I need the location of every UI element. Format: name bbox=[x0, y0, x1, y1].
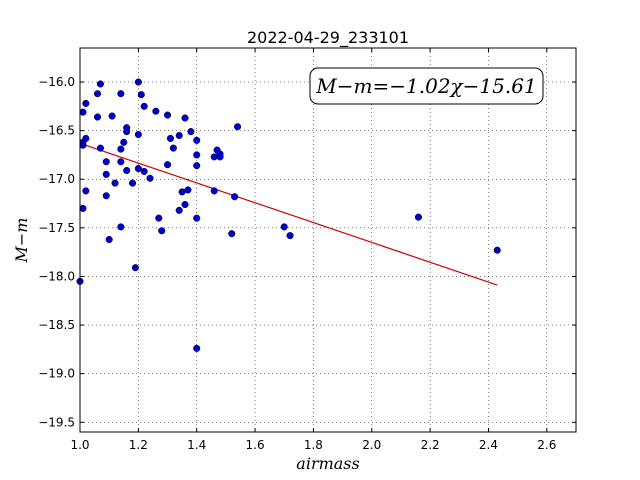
data-point bbox=[234, 123, 242, 131]
data-point bbox=[93, 90, 102, 98]
data-point bbox=[79, 108, 87, 116]
plot-frame bbox=[79, 47, 577, 433]
data-point bbox=[152, 107, 160, 115]
data-point bbox=[137, 91, 145, 99]
y-tick-label: −18.5 bbox=[38, 318, 75, 332]
data-point bbox=[82, 99, 90, 107]
y-tick-label: −16.5 bbox=[38, 124, 75, 138]
axis-ticks bbox=[79, 48, 576, 432]
chart-title: 2022-04-29_233101 bbox=[247, 28, 409, 48]
data-point bbox=[117, 145, 125, 153]
data-point bbox=[117, 90, 125, 98]
data-point bbox=[193, 214, 201, 222]
data-point bbox=[231, 193, 239, 201]
x-tick-label: 2.6 bbox=[537, 438, 556, 452]
data-point bbox=[187, 128, 195, 136]
y-tick-label: −16.0 bbox=[38, 75, 75, 89]
data-point bbox=[140, 167, 148, 176]
data-point bbox=[79, 141, 87, 149]
y-axis-label: M−m bbox=[12, 218, 31, 264]
data-point bbox=[158, 227, 166, 235]
data-point bbox=[228, 230, 236, 238]
data-point bbox=[175, 206, 183, 214]
x-tick-label: 2.2 bbox=[421, 438, 440, 452]
data-point bbox=[146, 174, 154, 182]
data-point bbox=[163, 111, 172, 119]
data-point bbox=[96, 144, 104, 152]
data-point bbox=[181, 114, 189, 122]
data-point bbox=[155, 214, 163, 222]
x-tick-label: 1.6 bbox=[246, 438, 265, 452]
y-tick-label: −18.0 bbox=[38, 269, 75, 283]
y-tick-label: −19.5 bbox=[38, 415, 75, 429]
x-tick-labels: 1.0 1.2 1.4 1.6 1.8 2.0 2.2 2.4 2.6 bbox=[70, 438, 556, 452]
data-point bbox=[79, 204, 87, 212]
data-point bbox=[117, 158, 125, 166]
data-points bbox=[76, 78, 501, 352]
data-point bbox=[105, 235, 113, 244]
data-point bbox=[117, 223, 125, 231]
data-point bbox=[193, 344, 201, 352]
fit-line-layer bbox=[79, 142, 498, 286]
data-point bbox=[493, 246, 501, 254]
data-point bbox=[108, 112, 116, 120]
data-point bbox=[169, 144, 177, 152]
data-point bbox=[134, 164, 142, 173]
data-point bbox=[93, 113, 102, 121]
y-tick-labels: −16.0 −16.5 −17.0 −17.5 −18.0 −18.5 −19.0 −19.5 bbox=[38, 75, 75, 429]
y-tick-label: −17.5 bbox=[38, 221, 75, 235]
data-point bbox=[166, 134, 174, 142]
data-point bbox=[82, 187, 90, 195]
data-point bbox=[414, 213, 422, 221]
data-point bbox=[102, 170, 110, 178]
data-point bbox=[82, 134, 90, 142]
x-tick-label: 2.0 bbox=[362, 438, 381, 452]
data-point bbox=[123, 128, 131, 136]
x-tick-label: 1.0 bbox=[70, 438, 89, 452]
equation-annotation: M−m=−1.02χ−15.61 bbox=[309, 67, 544, 105]
data-point bbox=[286, 232, 294, 240]
data-point bbox=[193, 151, 201, 159]
data-point bbox=[134, 130, 142, 139]
data-point bbox=[131, 264, 139, 272]
y-tick-label: −17.0 bbox=[38, 172, 75, 186]
data-point bbox=[193, 162, 201, 170]
fit-line bbox=[79, 142, 498, 286]
x-tick-label: 1.8 bbox=[304, 438, 323, 452]
data-point bbox=[210, 187, 218, 195]
data-point bbox=[111, 179, 119, 187]
data-point bbox=[134, 78, 142, 86]
data-point bbox=[96, 80, 104, 88]
data-point bbox=[102, 192, 110, 200]
x-tick-label: 2.4 bbox=[479, 438, 498, 452]
data-point bbox=[175, 131, 183, 140]
data-point bbox=[102, 158, 110, 166]
data-point bbox=[120, 138, 128, 146]
x-tick-label: 1.4 bbox=[187, 438, 206, 452]
data-point bbox=[184, 186, 192, 194]
x-axis-label: airmass bbox=[296, 454, 359, 473]
data-point bbox=[280, 223, 288, 231]
data-point bbox=[181, 200, 189, 209]
data-point bbox=[140, 102, 148, 110]
data-point bbox=[216, 153, 224, 161]
equation-box bbox=[309, 67, 544, 105]
y-tick-label: −19.0 bbox=[38, 367, 75, 381]
equation-text: M−m=−1.02χ−15.61 bbox=[315, 74, 536, 98]
data-point bbox=[123, 166, 131, 175]
data-point bbox=[163, 161, 172, 169]
x-tick-label: 1.2 bbox=[129, 438, 148, 452]
data-point bbox=[193, 136, 201, 144]
data-point bbox=[128, 179, 137, 187]
